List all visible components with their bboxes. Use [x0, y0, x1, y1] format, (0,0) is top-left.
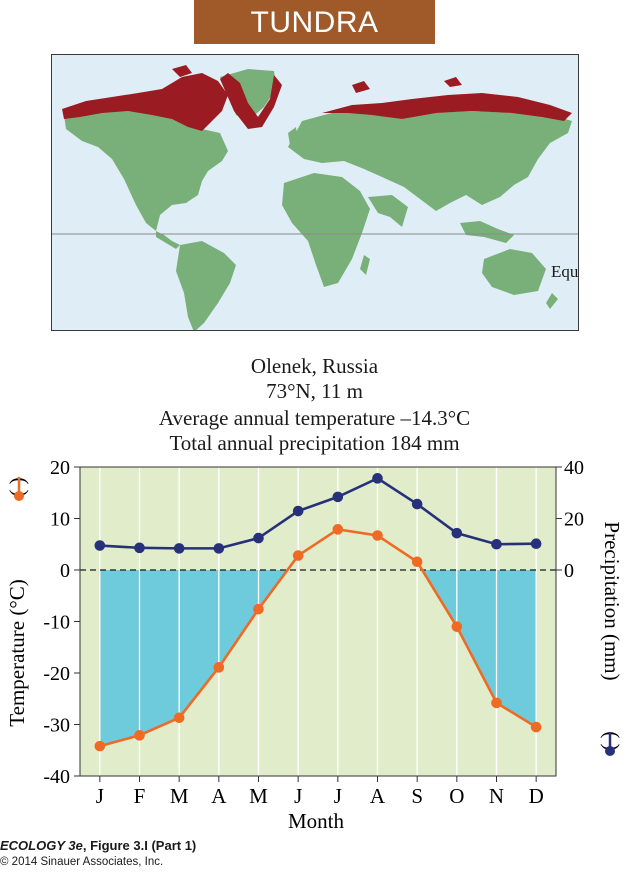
left-tick-label: -30 [43, 715, 70, 737]
x-tick-label: O [449, 784, 464, 808]
temperature-point [253, 603, 264, 615]
temperature-point [173, 712, 185, 724]
copyright-notice: © 2014 Sinauer Associates, Inc. [0, 856, 164, 868]
madagascar [360, 255, 370, 275]
left-axis-ticks: 20 10 0 -10 -20 -30 -40 [43, 457, 80, 788]
station-total-precip: Total annual precipitation 184 mm [169, 431, 460, 455]
caption-figure-number: , Figure 3.I (Part 1) [82, 838, 197, 853]
tundra-greenland [220, 73, 282, 129]
station-name: Olenek, Russia [250, 354, 379, 378]
x-tick-label: M [170, 784, 189, 808]
south-asia [368, 195, 408, 227]
tundra-eurasia [322, 93, 572, 121]
x-tick-label: J [96, 784, 104, 808]
precipitation-point [451, 527, 463, 539]
precipitation-line [99, 476, 537, 550]
left-tick-label: -10 [43, 612, 70, 634]
eurasia [288, 109, 572, 211]
south-america [176, 241, 236, 330]
dry-period-fill [99, 570, 537, 747]
temperature-point [411, 556, 423, 568]
x-tick-label: J [294, 784, 302, 808]
right-legend-marker [605, 746, 615, 756]
left-tick-label: 10 [50, 509, 70, 531]
world-map: Equator [51, 54, 579, 331]
x-tick-label: N [489, 784, 504, 808]
left-legend-paren: ( ) [5, 477, 29, 496]
x-tick-label: D [529, 784, 544, 808]
british-isles [288, 127, 298, 145]
precipitation-point [411, 498, 423, 510]
right-axis-label: Precipitation (mm) [600, 521, 624, 680]
temperature-line [99, 527, 537, 748]
left-axis-label-group: Temperature (°C) ( ) [5, 477, 29, 727]
left-tick-label: 0 [60, 560, 70, 582]
left-legend-marker [14, 491, 24, 501]
precipitation-point [213, 543, 225, 554]
precipitation-point [491, 538, 502, 550]
temperature-point [530, 721, 542, 733]
equator-label: Equator [551, 262, 579, 281]
right-tick-label: 0 [564, 560, 574, 582]
temperature-point [292, 550, 304, 561]
tundra-north-america [62, 73, 228, 131]
left-axis-label: Temperature (°C) [5, 579, 29, 726]
precipitation-point [292, 505, 304, 517]
central-america [156, 231, 180, 249]
left-tick-label: 20 [50, 457, 70, 479]
biome-title-banner: TUNDRA [194, 0, 435, 44]
australia [482, 249, 546, 295]
x-tick-label: A [370, 784, 386, 808]
temperature-point [451, 621, 463, 632]
right-tick-label: 20 [564, 509, 584, 531]
x-tick-label: J [334, 784, 342, 808]
southeast-asia [460, 221, 514, 243]
precipitation-point [332, 491, 344, 503]
temperature-point [332, 524, 344, 535]
series-lines [99, 476, 537, 748]
x-axis-label: Month [288, 809, 345, 833]
tundra-regions [62, 65, 572, 131]
world-map-graphic [52, 65, 578, 330]
africa [282, 173, 370, 287]
land-masses [64, 69, 572, 330]
north-america [64, 107, 228, 231]
precipitation-point [134, 542, 145, 554]
series-points [94, 473, 542, 752]
right-axis-label-group: Precipitation (mm) ( ) [600, 521, 624, 756]
x-tick-label: S [411, 784, 423, 808]
right-axis-ticks: 40 20 0 [556, 457, 584, 582]
x-tick-label: A [211, 784, 227, 808]
temperature-point [213, 662, 225, 673]
temperature-point [491, 697, 502, 709]
left-tick-label: -20 [43, 663, 70, 685]
precipitation-point [253, 532, 264, 544]
precipitation-point [173, 543, 185, 554]
x-tick-label: M [249, 784, 268, 808]
precipitation-point [94, 540, 106, 551]
caption-book-title: ECOLOGY 3e [0, 838, 83, 853]
temperature-point [94, 740, 106, 752]
precipitation-point [530, 538, 542, 550]
station-location: 73°N, 11 m [266, 379, 363, 403]
x-tick-label: F [134, 784, 146, 808]
left-tick-label: -40 [43, 766, 70, 788]
station-avg-temp: Average annual temperature –14.3°C [158, 406, 471, 430]
figure-caption: ECOLOGY 3e, Figure 3.I (Part 1) [0, 838, 196, 853]
right-tick-label: 40 [564, 457, 584, 479]
temperature-point [372, 530, 383, 541]
right-legend-paren: ( ) [600, 731, 624, 750]
new-zealand [546, 293, 558, 309]
precipitation-point [372, 473, 383, 484]
temperature-point [134, 730, 145, 741]
